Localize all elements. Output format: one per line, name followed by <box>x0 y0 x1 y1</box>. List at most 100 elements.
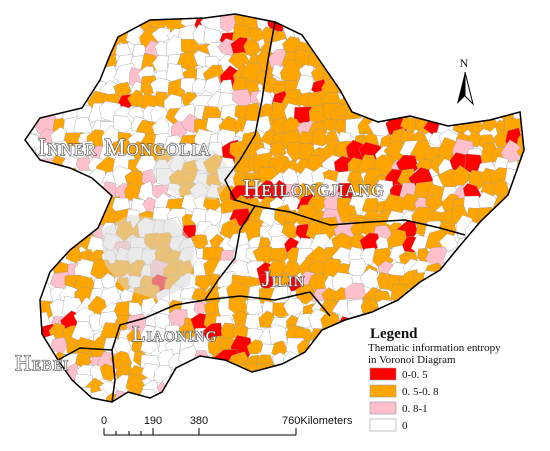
voronoi-cell <box>500 285 524 312</box>
voronoi-cell <box>503 312 524 330</box>
voronoi-cell <box>75 212 91 230</box>
voronoi-cell <box>376 79 395 95</box>
voronoi-cell <box>283 297 307 317</box>
label-heilongjiang: Heilongjiang <box>243 176 385 202</box>
voronoi-cell <box>415 81 436 101</box>
voronoi-cell <box>25 63 29 87</box>
voronoi-cell <box>63 195 87 217</box>
voronoi-cell <box>503 42 522 59</box>
voronoi-cell <box>25 184 49 204</box>
voronoi-cell <box>247 391 267 402</box>
voronoi-cell <box>345 52 370 76</box>
voronoi-cell <box>389 14 411 21</box>
voronoi-cell <box>491 234 514 254</box>
voronoi-cell <box>321 18 338 34</box>
dense-cell-area <box>100 150 235 300</box>
voronoi-cell <box>466 262 481 278</box>
voronoi-cell <box>92 14 111 32</box>
voronoi-cell <box>413 297 432 320</box>
voronoi-cell <box>520 290 524 309</box>
voronoi-cell <box>475 246 499 267</box>
voronoi-cell <box>25 232 44 253</box>
voronoi-cell <box>520 381 524 399</box>
voronoi-cell <box>479 76 497 95</box>
voronoi-cell <box>50 65 74 86</box>
legend-subtitle-line2: in Voronoi Diagram <box>368 354 456 366</box>
voronoi-cell <box>38 50 57 69</box>
voronoi-cell <box>502 222 524 247</box>
voronoi-cell <box>514 326 524 345</box>
voronoi-cell <box>319 387 343 402</box>
voronoi-cell <box>518 335 524 359</box>
voronoi-cell <box>46 176 69 202</box>
voronoi-cell <box>496 41 512 58</box>
voronoi-cell <box>476 351 500 373</box>
voronoi-cell <box>74 50 97 72</box>
voronoi-cell <box>454 323 473 343</box>
voronoi-cell <box>40 90 60 112</box>
voronoi-cell <box>255 376 275 398</box>
voronoi-cell <box>477 25 499 46</box>
voronoi-cell <box>324 378 341 393</box>
voronoi-cell <box>360 40 385 63</box>
voronoi-cell <box>386 78 406 99</box>
voronoi-cell <box>454 313 473 334</box>
voronoi-cell <box>502 14 524 24</box>
voronoi-cell <box>477 276 498 298</box>
voronoi-cell <box>517 272 524 291</box>
voronoi-cell <box>450 14 473 22</box>
voronoi-cell <box>339 393 356 402</box>
voronoi-cell <box>397 65 421 88</box>
voronoi-cell <box>439 313 459 332</box>
voronoi-cell <box>284 367 308 388</box>
voronoi-cell <box>85 14 109 24</box>
voronoi-cell <box>25 14 26 23</box>
voronoi-cell <box>351 79 371 99</box>
voronoi-cell <box>35 374 53 395</box>
province-boundaries <box>24 13 525 403</box>
legend-swatch-1 <box>369 384 397 398</box>
voronoi-cell <box>517 314 524 337</box>
voronoi-cell <box>426 27 449 52</box>
voronoi-cell <box>518 351 524 372</box>
voronoi-cell <box>466 390 489 402</box>
voronoi-cell <box>416 288 435 307</box>
voronoi-cell <box>25 269 31 296</box>
voronoi-cell <box>99 16 120 35</box>
voronoi-cell <box>25 304 38 320</box>
voronoi-cell <box>452 364 470 382</box>
voronoi-cell <box>426 282 449 306</box>
voronoi-cell <box>362 21 382 43</box>
legend-swatch-2 <box>369 401 397 415</box>
voronoi-cell <box>438 233 459 252</box>
voronoi-cell <box>25 65 40 80</box>
voronoi-cell <box>51 198 72 221</box>
voronoi-cell <box>306 352 330 373</box>
voronoi-cell <box>25 249 31 266</box>
voronoi-cell <box>188 390 213 402</box>
voronoi-cell <box>456 272 476 293</box>
voronoi-cell <box>75 14 95 33</box>
voronoi-cell <box>336 66 357 85</box>
voronoi-cell <box>447 386 471 402</box>
voronoi-cell <box>349 14 372 39</box>
voronoi-cell <box>506 365 524 385</box>
voronoi-cell <box>264 391 288 402</box>
voronoi-cell <box>25 195 45 220</box>
voronoi-cell <box>305 14 329 24</box>
voronoi-cell <box>167 386 189 402</box>
voronoi-cell <box>331 337 354 358</box>
scale-tick-190: 190 <box>144 415 162 427</box>
voronoi-cell <box>56 207 81 229</box>
voronoi-cell <box>350 27 366 45</box>
voronoi-cell <box>492 28 510 48</box>
voronoi-cell <box>52 14 70 33</box>
voronoi-cell <box>425 80 445 99</box>
voronoi-cell <box>25 329 44 345</box>
voronoi-cell <box>321 37 346 63</box>
voronoi-cell <box>490 88 511 109</box>
voronoi-cell <box>520 210 524 226</box>
voronoi-cell <box>194 275 213 292</box>
voronoi-cell <box>25 14 44 19</box>
voronoi-cell <box>231 378 250 400</box>
